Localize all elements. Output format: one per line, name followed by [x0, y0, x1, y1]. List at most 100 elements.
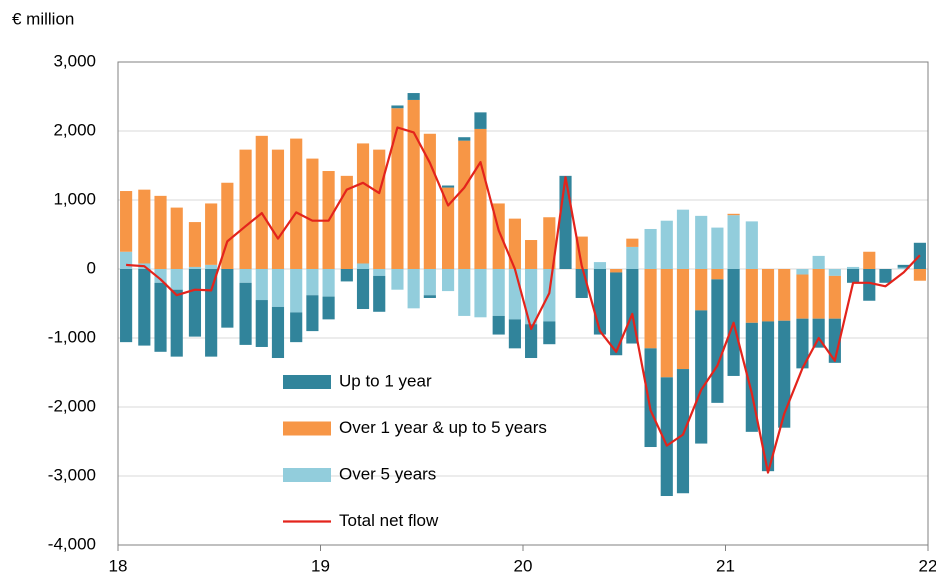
y-tick-label: 1,000	[53, 189, 96, 208]
bar	[492, 315, 505, 335]
bar	[340, 269, 353, 282]
bar	[188, 269, 202, 337]
bar	[761, 321, 775, 472]
x-tick-label: 18	[109, 556, 128, 575]
bar	[644, 228, 657, 269]
bar	[828, 269, 841, 276]
bar	[879, 269, 892, 283]
bar	[828, 275, 841, 319]
bar	[391, 108, 404, 269]
bar	[423, 269, 436, 296]
bar	[745, 221, 758, 269]
bar	[423, 295, 436, 298]
bar	[913, 269, 926, 281]
bar	[727, 215, 740, 269]
bar	[239, 282, 252, 345]
bar	[778, 269, 791, 321]
bar	[322, 296, 335, 320]
bar	[711, 227, 724, 269]
legend-label: Over 5 years	[339, 464, 436, 483]
bar	[508, 319, 521, 349]
bar	[695, 269, 708, 311]
bar	[255, 269, 268, 301]
bar	[154, 282, 167, 352]
bar	[610, 272, 623, 356]
bar	[508, 269, 521, 320]
y-tick-label: -4,000	[48, 534, 96, 553]
bar	[897, 267, 910, 269]
x-tick-label: 21	[716, 556, 735, 575]
bar	[847, 269, 860, 283]
bar	[796, 269, 809, 275]
bar	[255, 300, 268, 347]
bar	[306, 269, 319, 296]
bar	[474, 269, 487, 318]
bar	[138, 189, 151, 264]
bar	[290, 138, 303, 269]
x-tick-label: 20	[514, 556, 533, 575]
bar	[442, 185, 455, 188]
bar	[458, 269, 471, 316]
bar	[695, 310, 708, 444]
bar	[205, 264, 218, 269]
legend-swatch	[283, 375, 331, 389]
y-tick-label: 3,000	[53, 51, 96, 70]
bar	[138, 269, 151, 346]
y-tick-label: -1,000	[48, 327, 96, 346]
bar	[796, 318, 809, 369]
bar	[761, 269, 775, 322]
bar	[373, 269, 386, 276]
bar	[407, 99, 420, 269]
y-tick-label: -3,000	[48, 465, 96, 484]
x-tick-label: 22	[919, 556, 936, 575]
bar	[711, 279, 724, 403]
bar	[474, 128, 487, 269]
bar	[543, 217, 556, 269]
bar	[644, 348, 657, 448]
bar	[170, 289, 183, 357]
bar	[188, 222, 202, 267]
bar	[306, 295, 319, 332]
bar	[373, 275, 386, 312]
line	[126, 126, 921, 474]
bar	[778, 320, 791, 428]
bar	[271, 306, 285, 359]
bar	[847, 266, 860, 269]
bar	[221, 269, 234, 328]
x-tick-label: 19	[311, 556, 330, 575]
bar	[525, 324, 538, 359]
bar	[543, 321, 556, 345]
bar	[120, 251, 133, 269]
bar	[255, 135, 268, 269]
bar	[239, 149, 252, 269]
bar	[290, 269, 303, 313]
bar	[356, 269, 370, 310]
y-tick-label: 2,000	[53, 120, 96, 139]
legend-label: Total net flow	[339, 511, 439, 530]
bar	[897, 264, 910, 268]
bar	[626, 246, 639, 269]
bar	[745, 269, 758, 323]
bar	[188, 266, 202, 269]
bar	[812, 255, 825, 269]
bar	[508, 218, 521, 269]
bar	[593, 262, 607, 269]
legend-swatch	[283, 468, 331, 482]
bar	[676, 369, 690, 494]
bar	[373, 149, 386, 269]
bar	[492, 269, 505, 316]
bar	[340, 175, 353, 269]
bar	[442, 269, 455, 292]
legend-label: Up to 1 year	[339, 371, 432, 390]
bar	[391, 269, 404, 290]
bar	[458, 137, 471, 141]
bar	[271, 269, 285, 307]
bar	[812, 269, 825, 319]
bar	[271, 149, 285, 269]
bar	[120, 269, 133, 343]
bar	[205, 203, 218, 265]
bar	[306, 158, 319, 269]
bar	[695, 215, 708, 269]
y-tick-label: 0	[87, 258, 96, 277]
